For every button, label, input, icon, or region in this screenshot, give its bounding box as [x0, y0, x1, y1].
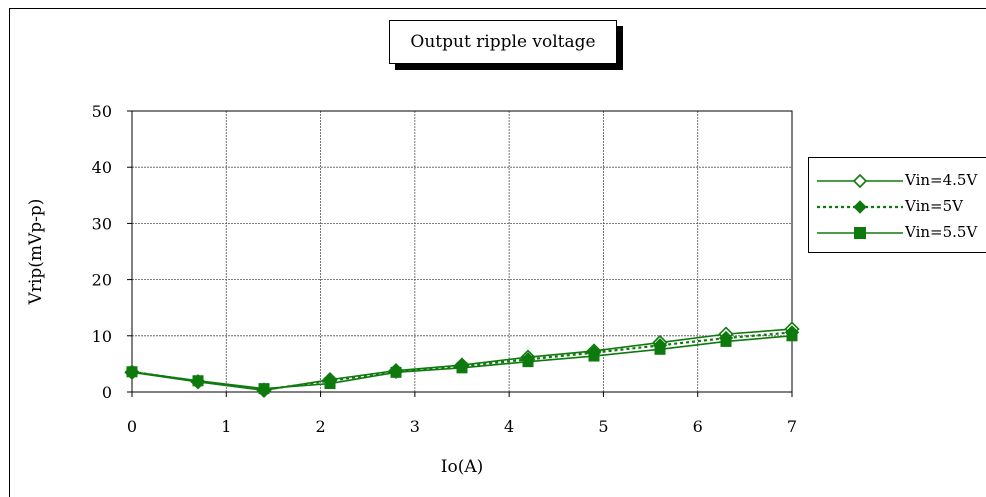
- x-tick-label: 3: [410, 417, 420, 436]
- plot-area: [131, 110, 793, 393]
- y-tick-label: 30: [92, 214, 112, 233]
- data-point-square: [720, 335, 732, 347]
- legend-item-vin-4-5: Vin=4.5V: [809, 168, 986, 194]
- series-layer: [124, 321, 800, 398]
- grid-lines: [132, 111, 792, 392]
- data-point-square: [324, 378, 336, 390]
- legend: Vin=4.5V Vin=5V Vin=5.5V: [808, 157, 986, 253]
- x-tick-label: 4: [504, 417, 514, 436]
- legend-swatch-vin-5-5: [817, 227, 903, 239]
- x-tick-label: 6: [693, 417, 703, 436]
- data-point-square: [654, 343, 666, 355]
- data-point-square: [192, 375, 204, 387]
- y-tick-label: 10: [92, 327, 112, 346]
- x-tick-label: 0: [127, 417, 137, 436]
- legend-label-vin-4-5: Vin=4.5V: [905, 171, 978, 189]
- y-tick-label: 0: [102, 383, 112, 402]
- data-point-square: [522, 356, 534, 368]
- chart-title: Output ripple voltage: [389, 20, 617, 64]
- axis-ticks: 0 1 2 3 4 5 6 7 0 10 20 30 40 50: [92, 102, 797, 436]
- x-tick-label: 5: [598, 417, 608, 436]
- legend-swatch-vin-4-5: [817, 173, 903, 189]
- y-axis-label: Vrip(mVp-p): [26, 199, 46, 306]
- data-point-square: [390, 366, 402, 378]
- x-axis-label: Io(A): [441, 457, 484, 477]
- legend-label-vin-5: Vin=5V: [905, 197, 963, 215]
- y-tick-label: 50: [92, 102, 112, 121]
- legend-item-vin-5: Vin=5V: [809, 194, 986, 220]
- x-tick-label: 7: [787, 417, 797, 436]
- data-point-square: [258, 383, 270, 395]
- legend-item-vin-5-5: Vin=5.5V: [809, 220, 986, 246]
- y-tick-label: 20: [92, 271, 112, 290]
- data-point-square: [456, 362, 468, 374]
- legend-swatch-vin-5: [817, 200, 903, 214]
- data-point-square: [786, 330, 798, 342]
- y-tick-label: 40: [92, 158, 112, 177]
- chart-frame: [9, 8, 986, 497]
- data-point-square: [588, 350, 600, 362]
- x-tick-label: 1: [221, 417, 231, 436]
- series-2: [126, 330, 798, 395]
- legend-label-vin-5-5: Vin=5.5V: [905, 223, 978, 241]
- data-point-square: [126, 366, 138, 378]
- x-tick-label: 2: [315, 417, 325, 436]
